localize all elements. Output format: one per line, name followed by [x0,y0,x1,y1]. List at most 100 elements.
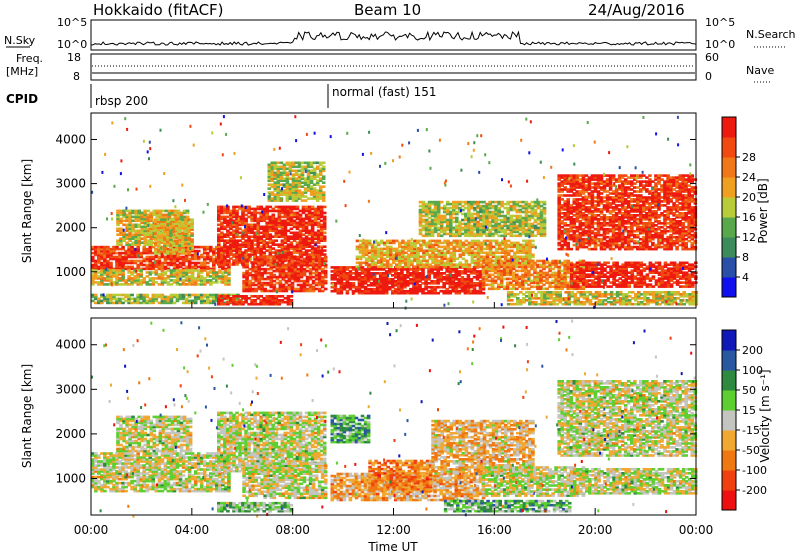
power-cell-r6 [269,255,274,259]
power-cell-r3 [176,211,181,215]
power-cell-r9 [421,278,425,281]
power-cell-r5 [232,255,236,258]
power-cell-r5 [229,209,233,213]
power-cell-r6 [278,267,283,271]
power-cell-r1 [215,281,219,284]
power-cell-r1 [181,269,186,272]
power-cell-r7 [288,191,293,194]
power-cell-r3 [170,211,175,215]
power-cell-r1 [175,279,180,282]
power-cell-r5 [283,237,288,240]
power-cell-r2 [187,295,192,299]
power-cell-r8 [223,297,227,300]
power-cell-r5 [235,213,239,217]
power-cell-r5 [238,251,242,254]
power-cell-r3 [119,211,123,215]
power-cell-r6 [245,261,249,265]
power-cell-r6 [281,257,286,261]
power-cell-r9 [454,274,459,277]
cpid-label: CPID [6,92,38,106]
power-cell-r9 [378,276,383,279]
power-cell-r1 [163,271,168,274]
power-cell-r6 [311,285,316,289]
power-cell-r3 [149,215,154,219]
power-cell-r7 [306,189,311,192]
power-cell-r4 [166,250,170,253]
power-cell-r5 [310,233,315,236]
power-cell-r5 [238,227,242,231]
power-cell-r5 [220,217,224,221]
power-cell-r9 [339,280,344,283]
power-cell-r5 [280,239,285,242]
power-cell-r3 [119,219,123,223]
power-cell-r7 [279,177,284,180]
power-cell-r9 [424,284,428,287]
power-cell-r4 [172,244,176,247]
power-cell-r9 [330,274,335,277]
power-cell-r9 [457,289,462,293]
power-cell-r4 [163,236,167,239]
power-cell-r0 [139,253,143,257]
power-cell-r9 [351,282,356,285]
power-cell-r8 [262,299,266,302]
power-cell-r9 [442,285,446,289]
power-cell-r11 [421,214,426,218]
power-cell-r1 [178,269,183,272]
power-cell-r2 [148,299,153,303]
power-cell-r0 [103,265,107,269]
power-cell-r5 [235,243,239,246]
power-cell-r7 [303,191,308,194]
power-cell-r9 [397,276,401,279]
power-cell-r6 [299,273,304,277]
power-cell-r3 [125,235,129,238]
power-cell-r0 [109,249,113,253]
power-cell-r0 [94,265,98,269]
power-cell-r1 [157,283,162,286]
power-cell-r2 [121,293,125,297]
power-cell-r9 [339,282,344,285]
power-cell-r1 [184,283,189,286]
power-cell-r7 [309,191,314,194]
power-cell-r3 [131,219,135,223]
power-cell-r5 [319,231,324,235]
power-cell-r0 [124,257,128,261]
power-cell-r7 [306,161,311,165]
power-cell-r5 [289,223,294,227]
power-cell-r5 [289,211,294,215]
power-cell-r2 [97,301,101,305]
power-cell-r5 [262,253,266,256]
power-cell-r0 [139,267,143,271]
power-cell-r1 [190,277,195,280]
power-cell-r0 [115,263,119,267]
power-cell-r3 [134,209,138,213]
power-cell-r6 [302,279,307,283]
power-cell-r5 [310,257,315,260]
power-cell-r7 [279,191,284,194]
power-cell-r9 [369,287,374,291]
power-cell-r3 [143,235,147,238]
power-cell-r7 [288,165,293,169]
power-cell-r0 [100,263,104,267]
power-cell-r7 [303,181,308,184]
power-cell-r1 [190,275,195,278]
power-cell-r5 [289,207,294,211]
power-cell-r8 [244,299,248,302]
power-cell-r7 [285,187,290,190]
power-cell-r9 [336,268,341,271]
power-cell-r2 [193,295,198,299]
power-cell-r7 [303,165,308,169]
power-cell-r8 [271,302,276,306]
power-cell-r9 [378,274,383,277]
power-cell-r6 [296,279,301,283]
power-cell-r6 [251,281,255,285]
power-cell-r9 [448,268,453,271]
power-cell-r7 [303,177,308,180]
power-cell-r5 [226,221,230,225]
power-cell-r7 [315,197,320,200]
power-cell-r5 [247,205,251,209]
power-cell-r2 [124,295,128,299]
power-cell-r3 [140,229,144,233]
power-cell-r3 [140,227,144,231]
power-cell-r7 [273,195,278,198]
power-cell-r3 [173,213,178,217]
